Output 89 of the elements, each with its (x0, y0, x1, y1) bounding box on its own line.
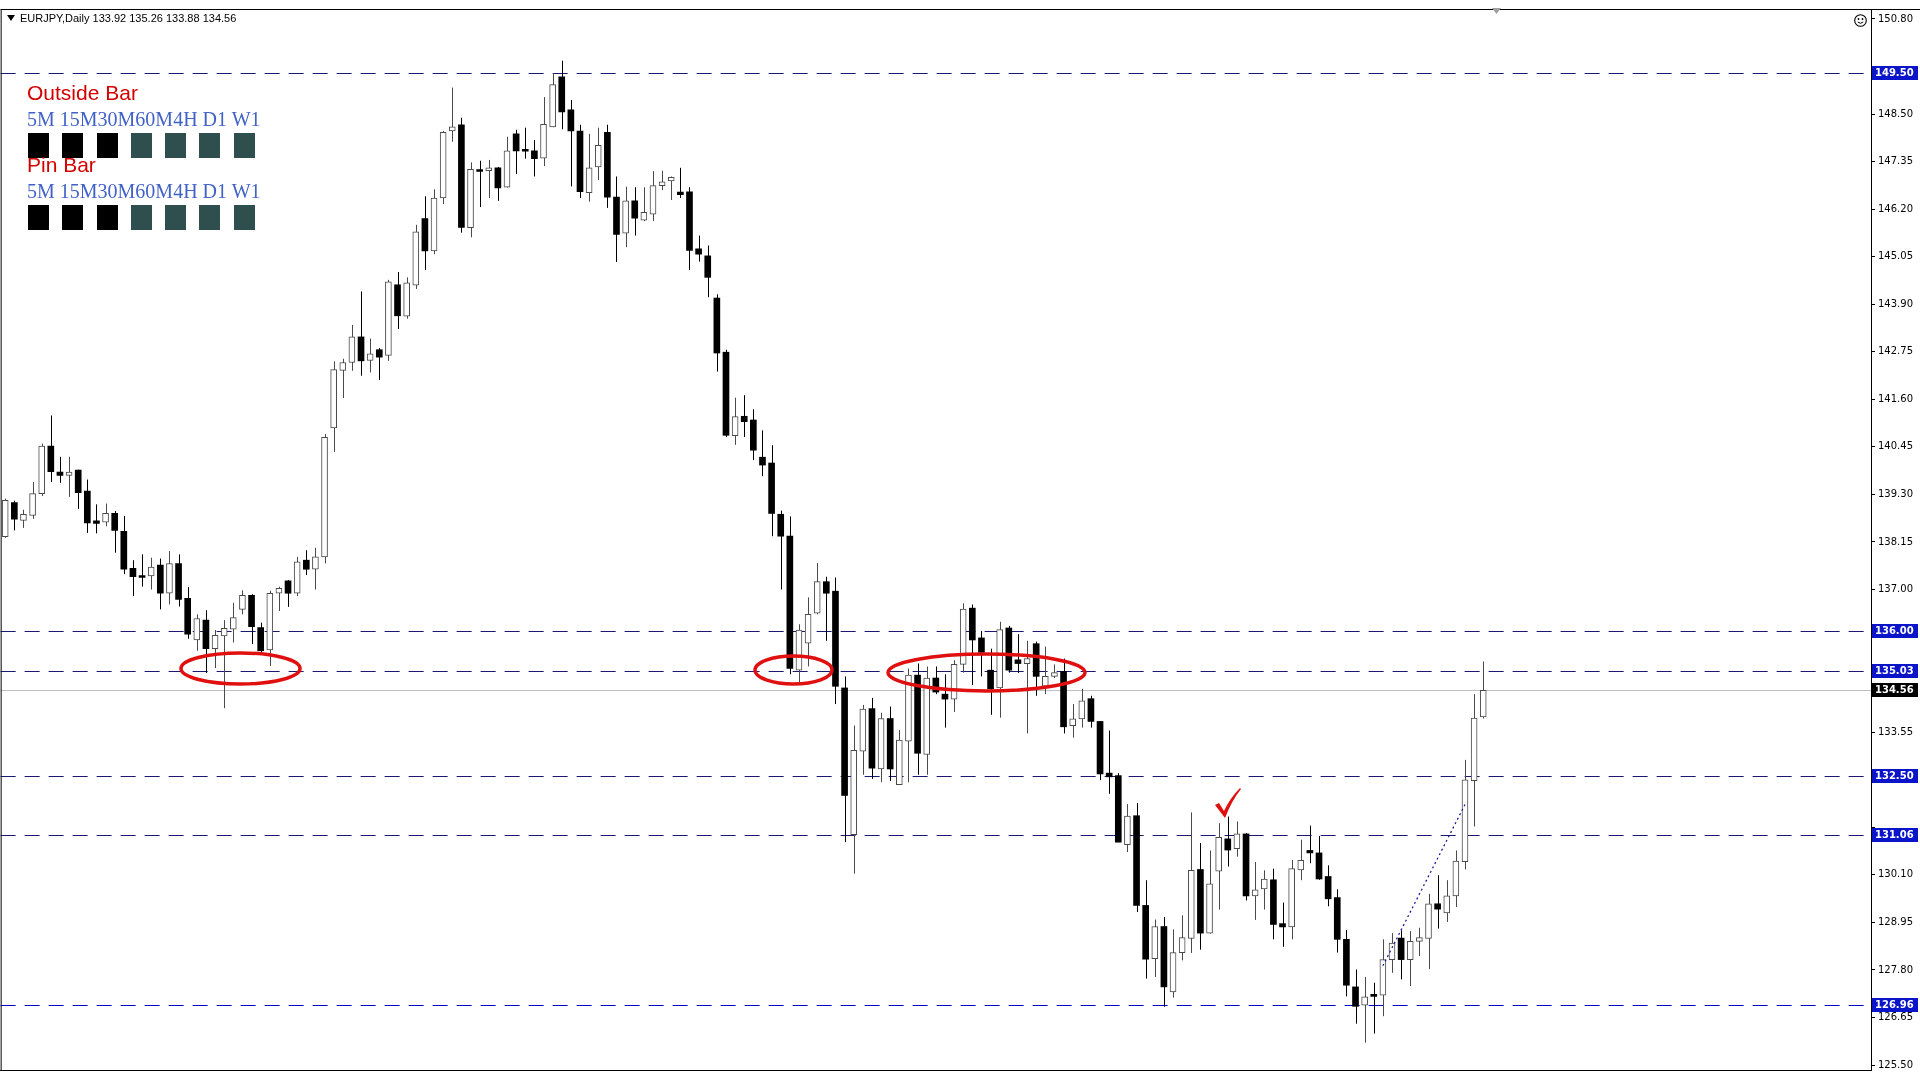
candlestick (229, 602, 237, 643)
candlestick (1087, 695, 1095, 729)
candlestick (1023, 640, 1031, 734)
candlestick (284, 579, 292, 608)
y-tick-label: 143.90 (1878, 297, 1913, 309)
candlestick (1370, 982, 1378, 1035)
candlestick (640, 186, 648, 222)
candlestick (74, 469, 82, 510)
candlestick (740, 394, 748, 438)
ref-line-label: 132.50 (1875, 770, 1914, 782)
candlestick (312, 547, 319, 591)
y-tick-label: 137.00 (1878, 583, 1913, 595)
y-tick-label: 127.80 (1878, 963, 1913, 975)
annotation: Outside Bar (27, 81, 138, 104)
candlestick (631, 186, 639, 237)
y-tick-label: 142.75 (1878, 345, 1913, 357)
y-tick-label: 128.95 (1878, 915, 1913, 927)
y-tick-label: 141.60 (1878, 392, 1913, 404)
candlestick (257, 622, 264, 653)
candlestick (138, 553, 146, 588)
candlestick (978, 630, 985, 677)
candlestick (375, 347, 383, 381)
candlestick (521, 127, 529, 160)
annotation: Pin Bar (27, 153, 96, 176)
ref-line-label: 134.56 (1875, 684, 1914, 696)
candlestick (667, 175, 675, 201)
y-tick-label: 139.30 (1878, 488, 1913, 500)
ref-line-label: 149.50 (1875, 67, 1914, 79)
y-tick-label: 148.50 (1878, 107, 1913, 119)
ref-line-label: 136.00 (1875, 625, 1914, 637)
candlestick (147, 557, 155, 591)
candlestick (1443, 879, 1451, 923)
candlestick (1434, 874, 1441, 930)
ref-line-label: 135.03 (1875, 665, 1914, 677)
candlestick (1406, 930, 1414, 987)
ref-line-label: 131.06 (1875, 829, 1914, 841)
candlestick (193, 613, 201, 652)
annotation: 5M 15M30M60M4H D1 W1 (27, 108, 261, 130)
candlestick (987, 648, 994, 716)
candlestick (102, 503, 109, 527)
candlestick (20, 509, 27, 529)
candlestick (302, 549, 310, 576)
candlestick (1260, 869, 1268, 911)
candlestick (111, 510, 119, 554)
y-tick-label: 147.35 (1878, 155, 1913, 167)
y-tick-label: 140.45 (1878, 440, 1913, 452)
candlestick (1069, 703, 1077, 739)
y-tick-label: 150.80 (1878, 12, 1913, 24)
candlestick (1041, 646, 1049, 695)
y-tick-label: 145.05 (1878, 250, 1913, 262)
candlestick (677, 167, 684, 199)
candlestick (1105, 730, 1113, 795)
candlestick (1416, 927, 1423, 957)
candlestick (759, 429, 766, 477)
candlestick (823, 576, 830, 642)
candlestick (1297, 839, 1305, 881)
candlestick (494, 166, 502, 202)
candlestick (29, 481, 36, 520)
y-tick-label: 125.50 (1878, 1058, 1913, 1070)
annotation: 5M 15M30M60M4H D1 W1 (27, 180, 261, 202)
candlestick (1224, 816, 1232, 868)
candlestick (695, 235, 702, 263)
candlestick (93, 503, 100, 534)
y-tick-label: 138.15 (1878, 535, 1913, 547)
candlestick (1279, 902, 1286, 948)
candlestick (704, 245, 712, 298)
candlestick (1361, 976, 1368, 1044)
candlestick (531, 139, 538, 177)
candlestick (476, 160, 483, 208)
candlestick (485, 159, 493, 199)
ref-line-label: 126.96 (1875, 999, 1914, 1011)
candlestick (777, 510, 785, 591)
candlestick (1078, 688, 1086, 729)
y-tick-label: 130.10 (1878, 868, 1913, 880)
candlestick (594, 127, 602, 181)
candlestick (56, 456, 64, 484)
y-tick-label: 146.20 (1878, 202, 1913, 214)
candlestick (11, 500, 18, 531)
candlestick (1014, 633, 1022, 674)
candlestick (220, 619, 228, 709)
candlestick (275, 586, 283, 612)
y-tick-label: 126.65 (1878, 1011, 1913, 1023)
candlestick (239, 589, 246, 615)
y-tick-label: 133.55 (1878, 725, 1913, 737)
chart-title: EURJPY,Daily 133.92 135.26 133.88 134.56 (20, 12, 237, 24)
candlestick (129, 559, 137, 597)
candlestick (1324, 864, 1332, 907)
candlestick (339, 358, 347, 399)
candlestick (1352, 969, 1359, 1025)
